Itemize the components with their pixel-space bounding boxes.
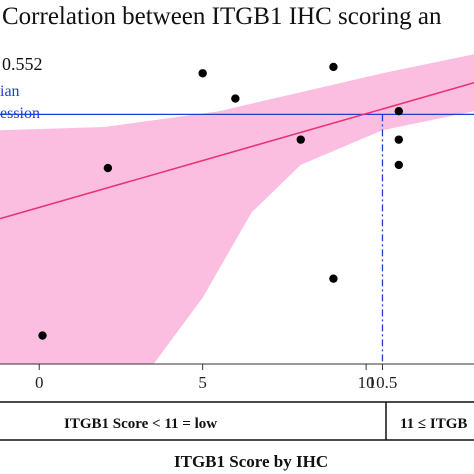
regression-line [0,82,474,220]
data-point-6 [329,62,338,72]
data-point-2 [103,163,113,173]
data-point-7 [329,274,338,283]
data-point-4 [231,94,240,103]
correlation-value: 0.552 [2,54,43,74]
data-point-10 [394,160,404,170]
x-tick-label-2: 5 [198,373,207,392]
data-point-9 [394,135,404,144]
legend-label-line-1: ian [0,83,20,100]
confidence-band [0,54,474,365]
x-tick-label-3: 10 [358,373,375,392]
x-axis-label: ITGB1 Score by IHC [174,452,328,471]
data-point-8 [394,107,404,116]
data-point-3 [198,69,207,78]
x-tick-label-1: 0 [35,373,44,392]
x-tick-label-4: 10.5 [368,373,398,392]
band-label-low: ITGB1 Score < 11 = low [64,416,217,432]
band-label-high: 11 ≤ ITGB [400,416,467,432]
legend-label-line-2: ession [0,105,40,122]
data-point-1 [38,331,47,340]
data-points [38,62,404,340]
data-point-5 [296,135,305,144]
plot-area [0,54,474,365]
chart-title: Correlation between ITGB1 IHC scoring an [2,3,442,30]
